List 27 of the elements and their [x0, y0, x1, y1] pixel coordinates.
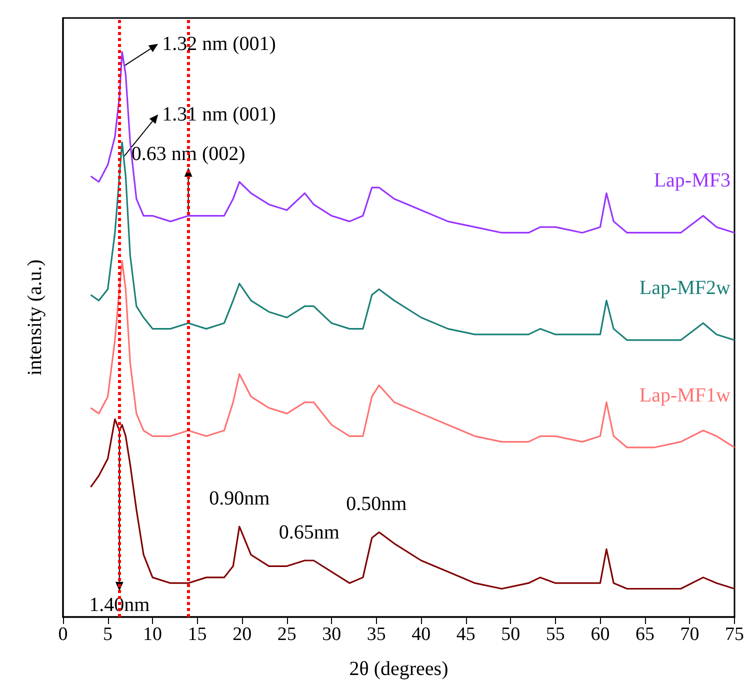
x-tick-label: 30	[322, 624, 342, 645]
x-tick-label: 40	[412, 624, 431, 645]
annotation: 1.32 nm (001)	[162, 32, 276, 55]
series-label: Lap-MF3	[654, 170, 730, 192]
annotation: 0.65nm	[278, 521, 340, 544]
series-label: Lap-MF2w	[639, 277, 732, 300]
x-tick-label: 70	[680, 624, 700, 645]
x-tick-label: 0	[58, 624, 68, 645]
x-tick-label: 55	[546, 624, 565, 645]
x-tick-label: 5	[103, 624, 113, 645]
series-label: Lap-MF1w	[639, 384, 732, 406]
annotation: 0.50nm	[346, 493, 408, 516]
annotation: 0.90nm	[209, 488, 270, 510]
y-axis-title: intensity (a.u.)	[24, 259, 46, 376]
x-tick-label: 10	[143, 624, 162, 645]
x-tick-label: 15	[188, 624, 207, 645]
x-tick-label: 50	[501, 624, 520, 645]
x-tick-label: 25	[277, 624, 296, 645]
annotation: 1.40nm	[89, 594, 150, 616]
x-tick-label: 20	[232, 624, 252, 645]
x-tick-label: 45	[456, 624, 476, 645]
annotation: 1.31 nm (001)	[162, 103, 276, 126]
x-tick-label: 75	[725, 624, 744, 645]
x-tick-label: 65	[635, 624, 654, 645]
x-axis-title: 2θ (degrees)	[349, 658, 448, 680]
x-tick-label: 35	[366, 624, 386, 645]
x-tick-label: 60	[590, 624, 610, 645]
